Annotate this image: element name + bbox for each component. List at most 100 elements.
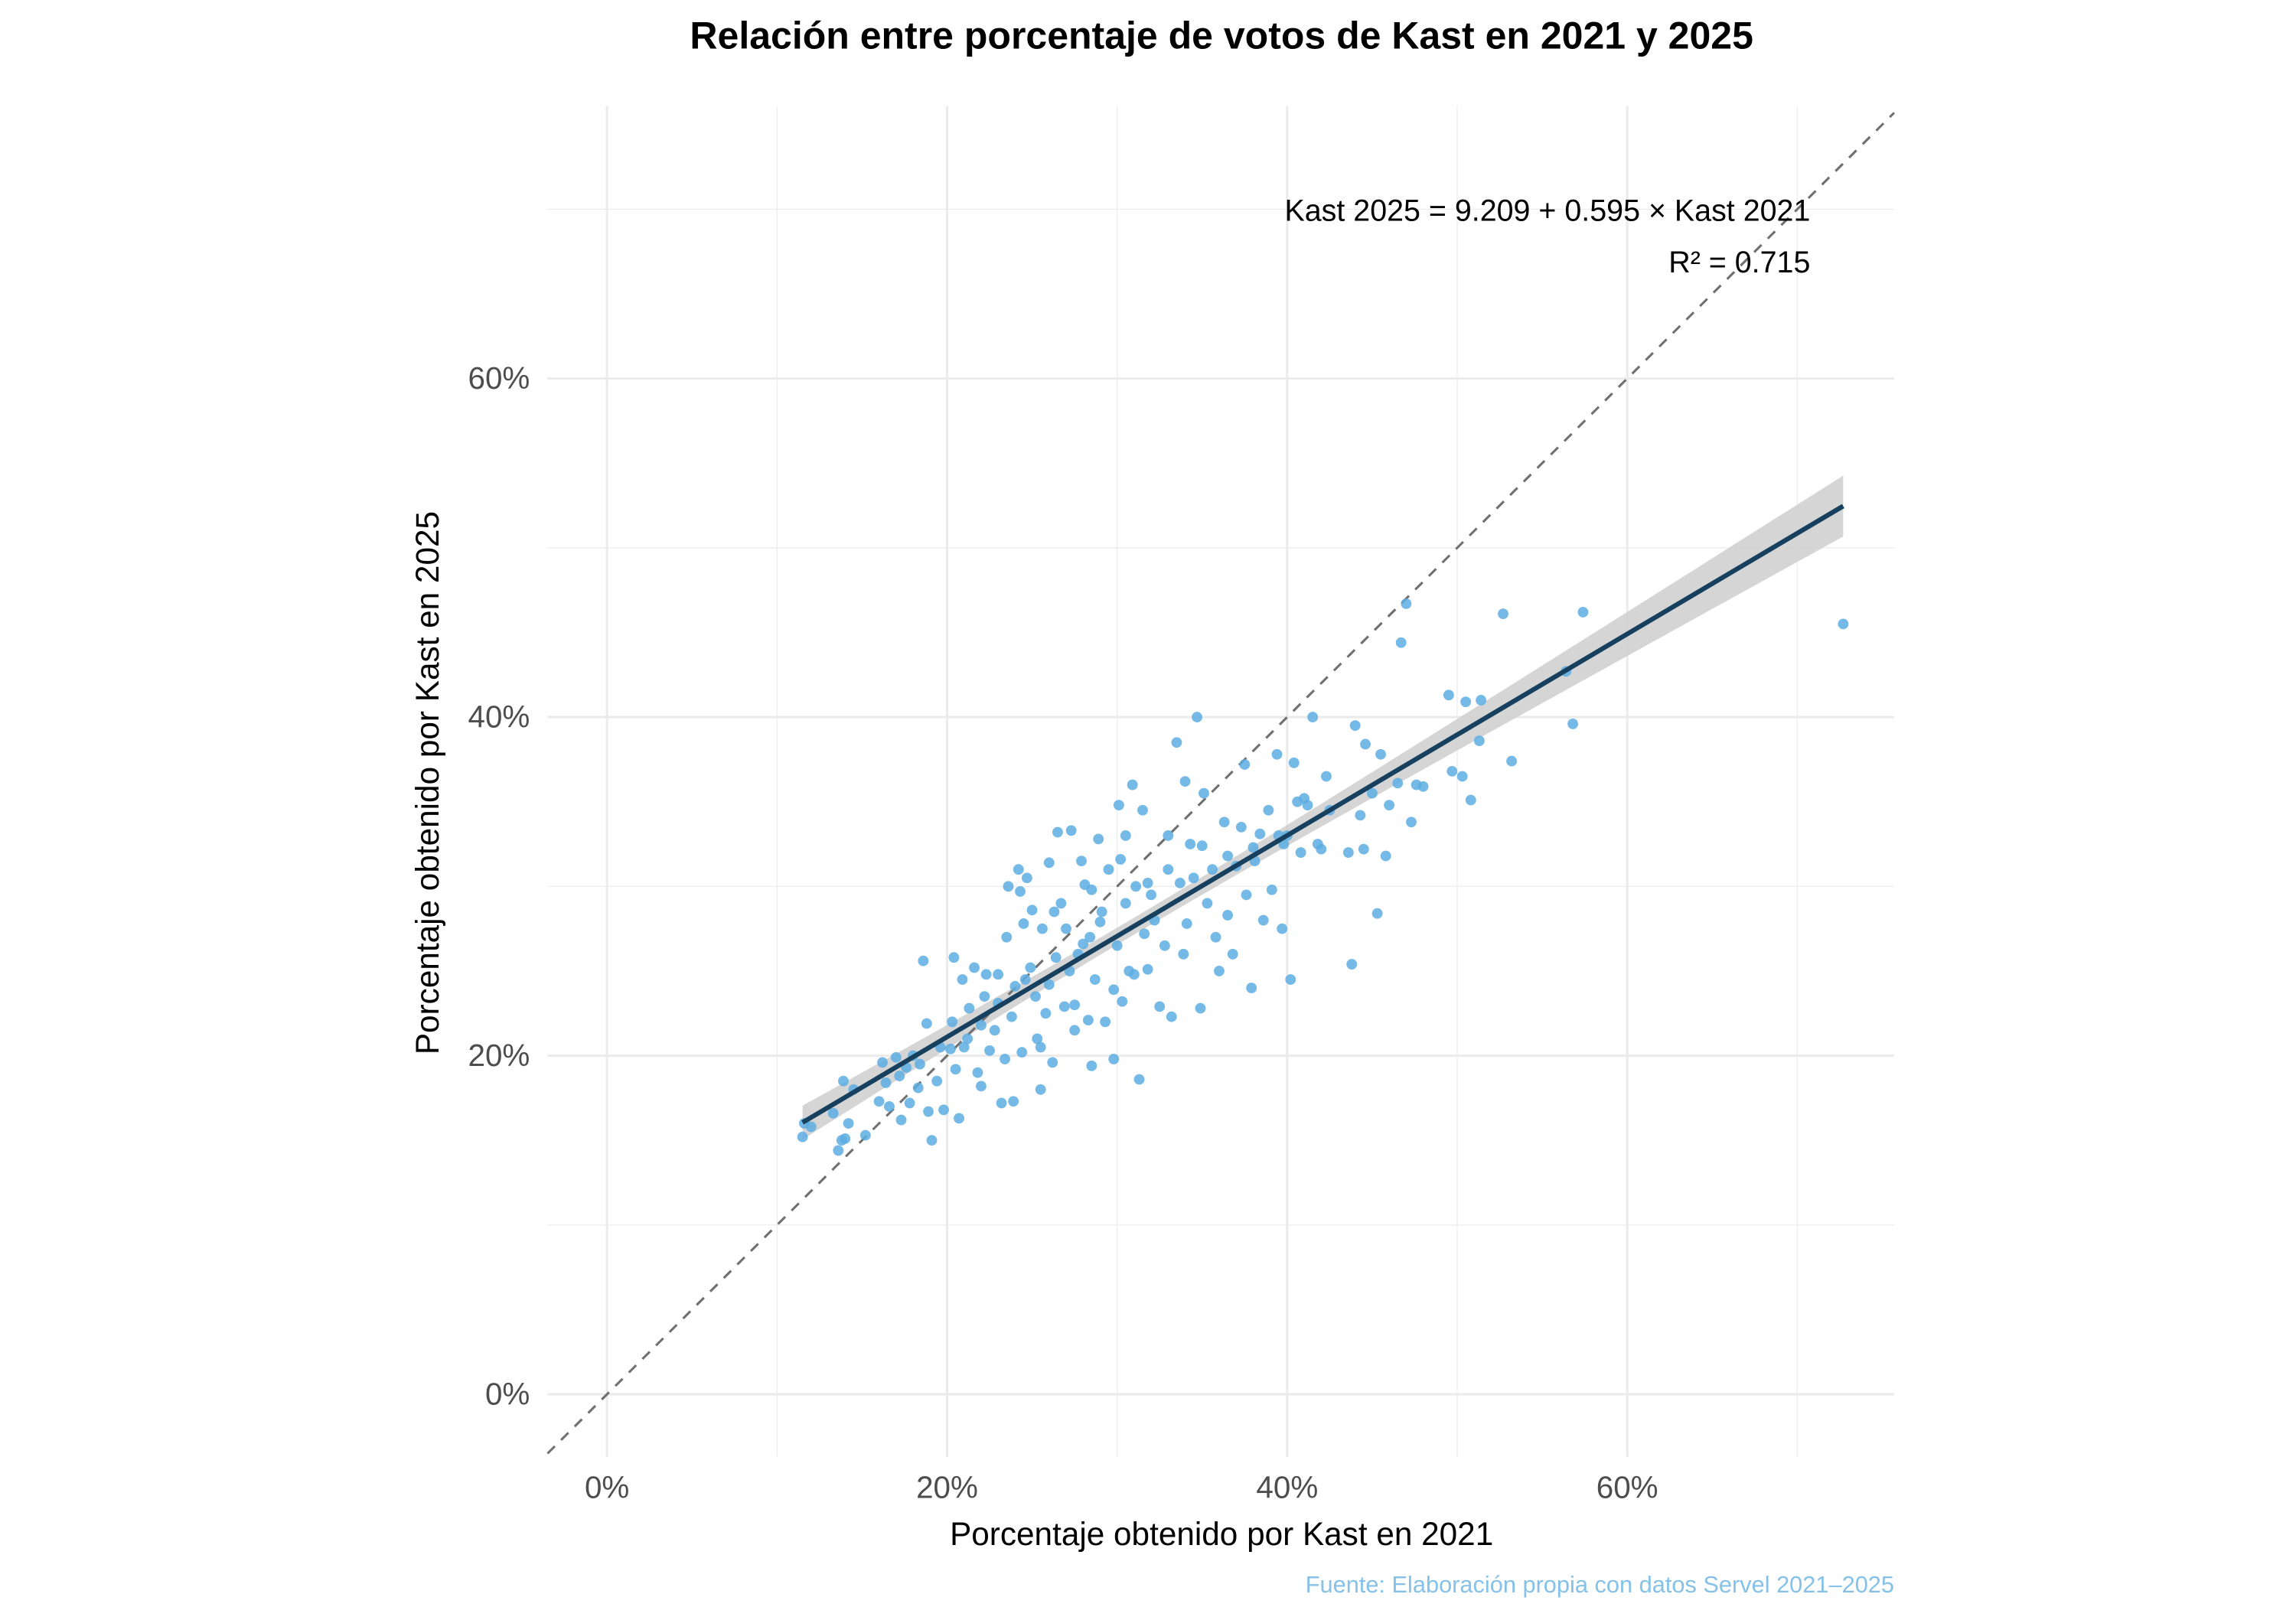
data-point (1128, 969, 1140, 980)
data-point (1142, 877, 1153, 888)
data-point (840, 1133, 851, 1144)
data-point (1047, 1057, 1058, 1068)
data-point (884, 1100, 895, 1112)
data-point (1065, 825, 1077, 836)
data-point (964, 1002, 975, 1014)
data-point (1254, 828, 1266, 839)
source-caption: Fuente: Elaboración propia con datos Ser… (1306, 1571, 1894, 1598)
data-point (1137, 804, 1148, 816)
data-point (950, 1064, 961, 1075)
data-point (1094, 916, 1106, 927)
data-point (1395, 637, 1407, 648)
data-point (827, 1107, 839, 1119)
data-point (1181, 918, 1192, 929)
data-point (1018, 918, 1029, 929)
data-point (1401, 598, 1412, 609)
data-point (984, 1045, 995, 1056)
data-point (1089, 974, 1101, 985)
data-point (1222, 909, 1234, 921)
data-point (904, 1097, 915, 1109)
data-point (1025, 962, 1036, 973)
data-point (980, 969, 992, 980)
data-point (996, 1097, 1007, 1109)
data-point (1358, 843, 1369, 855)
data-point (1257, 914, 1269, 926)
data-point (1040, 1008, 1052, 1019)
data-point (1093, 833, 1104, 845)
data-point (958, 1041, 970, 1053)
chart-title: Relación entre porcentaje de votos de Ka… (690, 14, 1753, 57)
data-point (1096, 906, 1107, 918)
data-point (1371, 908, 1383, 919)
x-tick-label: 40% (1256, 1470, 1318, 1505)
data-point (915, 1058, 925, 1070)
data-point (1188, 872, 1199, 884)
fit-line (801, 504, 1844, 1125)
data-point (1058, 1001, 1070, 1012)
data-point (833, 1145, 844, 1156)
data-point (1127, 779, 1138, 790)
data-point (1473, 735, 1485, 746)
data-point (1199, 787, 1209, 799)
data-point (1120, 898, 1131, 909)
x-tick-label: 0% (585, 1470, 629, 1505)
data-point (1154, 1001, 1166, 1012)
data-point (1100, 1016, 1111, 1028)
data-point (1207, 864, 1218, 875)
data-point (1476, 695, 1487, 706)
data-point (923, 1106, 934, 1117)
data-point (1163, 864, 1174, 875)
data-point (1360, 738, 1371, 750)
data-point (1246, 983, 1257, 993)
data-point (962, 1033, 974, 1045)
data-point (1133, 1074, 1145, 1085)
data-point (1069, 999, 1081, 1011)
data-point (1032, 1033, 1043, 1045)
tick-labels: 0% 20% 40% 60% 0% 20% 40% 60% (468, 360, 1658, 1505)
data-point (1050, 952, 1062, 963)
data-point (880, 1077, 892, 1088)
data-point (1043, 857, 1055, 869)
data-point (945, 1043, 956, 1054)
data-point (954, 1113, 964, 1124)
points (797, 598, 1849, 1156)
data-point (1202, 898, 1213, 909)
data-point (1035, 1084, 1046, 1095)
data-point (979, 991, 990, 1002)
data-point (1061, 923, 1071, 934)
data-point (877, 1057, 888, 1068)
data-point (873, 1096, 885, 1107)
data-point (1120, 830, 1131, 841)
data-point (1196, 840, 1208, 852)
data-point (1506, 755, 1518, 767)
data-point (1082, 1015, 1094, 1026)
data-point (1346, 959, 1358, 970)
data-point (1108, 1054, 1120, 1064)
data-point (1227, 948, 1238, 960)
data-point (957, 974, 968, 985)
data-point (1016, 1047, 1028, 1058)
data-point (931, 1075, 943, 1087)
data-point (1342, 847, 1354, 858)
data-point (843, 1118, 854, 1129)
data-point (1115, 853, 1127, 865)
data-point (1307, 712, 1319, 723)
data-point (1179, 776, 1191, 787)
grid (547, 106, 1894, 1457)
data-point (1349, 720, 1361, 732)
data-point (1003, 881, 1014, 892)
data-point (1367, 787, 1378, 799)
data-point (859, 1129, 871, 1141)
data-point (1069, 1025, 1081, 1036)
x-axis-title: Porcentaje obtenido por Kast en 2021 (950, 1516, 1493, 1552)
data-point (1355, 810, 1366, 821)
data-point (1171, 737, 1182, 748)
data-point (1076, 856, 1087, 867)
y-tick-label: 0% (485, 1376, 530, 1411)
data-point (890, 1051, 902, 1063)
data-point (1084, 931, 1096, 943)
data-point (1021, 872, 1032, 884)
data-point (1019, 974, 1031, 985)
data-point (912, 1082, 924, 1094)
data-point (1384, 800, 1395, 811)
